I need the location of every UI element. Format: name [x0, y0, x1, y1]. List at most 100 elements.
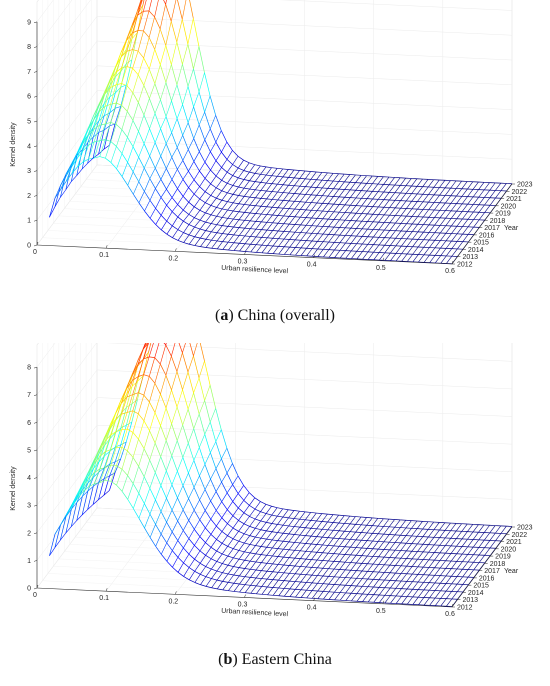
- surface-line-x: [344, 554, 351, 563]
- surface-line-x: [395, 596, 402, 604]
- surface-line-year: [238, 219, 245, 221]
- surface-line-year: [222, 241, 229, 243]
- surface-line-year: [126, 386, 133, 408]
- surface-line-x: [311, 559, 318, 568]
- surface-line-x: [418, 589, 425, 598]
- surface-line-x: [334, 242, 341, 251]
- surface-line-x: [115, 52, 122, 67]
- surface-line-x: [379, 595, 386, 603]
- surface-line-x: [232, 493, 239, 502]
- surface-line-year: [127, 111, 134, 121]
- surface-line-x: [384, 222, 391, 231]
- surface-line-year: [238, 531, 245, 535]
- surface-line-x: [205, 558, 212, 567]
- surface-line-x: [428, 194, 435, 203]
- surface-line-x: [98, 478, 105, 483]
- surface-line-x: [418, 597, 425, 605]
- surface-line-x: [132, 376, 139, 395]
- surface-line-x: [282, 525, 289, 534]
- surface-line-x: [362, 251, 369, 260]
- surface-line-year: [211, 578, 218, 581]
- surface-line-x: [440, 225, 446, 234]
- surface-line-x: [138, 191, 145, 204]
- surface-line-x: [395, 238, 402, 246]
- surface-line-year: [182, 160, 189, 172]
- surface-line-x: [322, 226, 329, 235]
- surface-line-x: [210, 160, 217, 171]
- surface-line-year: [216, 187, 222, 192]
- y-tick-label: 2022: [512, 189, 528, 196]
- surface-line-x: [87, 157, 94, 164]
- surface-line-x: [450, 203, 457, 212]
- surface-line-year: [266, 522, 272, 524]
- surface-line-x: [104, 96, 111, 104]
- surface-line-x: [171, 84, 178, 101]
- surface-line-x: [439, 187, 446, 196]
- surface-line-x: [305, 535, 312, 544]
- surface-line-x: [116, 153, 123, 169]
- surface-line-x: [450, 523, 457, 531]
- surface-line-x: [484, 189, 491, 198]
- surface-line-year: [160, 554, 168, 562]
- surface-line-x: [216, 581, 223, 590]
- surface-line-year: [204, 191, 211, 196]
- surface-line-x: [127, 171, 134, 186]
- surface-line-x: [372, 541, 379, 549]
- surface-line-year: [200, 573, 206, 578]
- surface-line-year: [272, 579, 279, 581]
- surface-line-x: [327, 196, 334, 204]
- surface-line-x: [88, 141, 95, 160]
- y-axis-label: Year: [504, 225, 519, 232]
- surface-line-x: [461, 181, 468, 189]
- surface-line-year: [182, 530, 190, 539]
- z-tick-label: 8: [27, 365, 31, 372]
- surface-line-year: [217, 240, 223, 242]
- surface-line-x: [394, 535, 401, 543]
- surface-line-x: [311, 590, 318, 599]
- surface-line-x: [115, 56, 122, 68]
- surface-line-x: [177, 160, 184, 170]
- surface-line-x: [120, 39, 127, 53]
- surface-line-year: [204, 400, 211, 423]
- surface-line-x: [166, 157, 173, 169]
- surface-line-year: [109, 446, 116, 465]
- surface-line-x: [484, 205, 491, 213]
- surface-line-x: [333, 181, 340, 189]
- surface-line-year: [132, 30, 139, 34]
- surface-line-year: [221, 543, 228, 547]
- surface-line-year: [143, 374, 150, 377]
- surface-line-x: [417, 216, 424, 225]
- surface-line-x: [373, 237, 380, 245]
- surface-line-x: [238, 512, 245, 521]
- surface-line-x: [300, 240, 307, 249]
- surface-line-year: [215, 141, 222, 153]
- axes: 0 0.1 0.2 0.3 0.4 0.5 0.6201220132014201520162…: [27, 365, 533, 618]
- surface-line-x: [193, 499, 200, 511]
- surface-line-x: [261, 237, 268, 246]
- surface-line-year: [278, 571, 284, 574]
- surface-line-x: [417, 574, 424, 583]
- surface-line-year: [188, 498, 195, 511]
- surface-line-x: [232, 156, 239, 165]
- surface-line-year: [211, 247, 218, 250]
- z-tick-label: 1: [27, 558, 31, 565]
- surface-line-x: [120, 441, 127, 446]
- surface-line-x: [372, 556, 379, 565]
- surface-line-x: [400, 565, 407, 574]
- surface-line-x: [188, 529, 195, 539]
- z-tick-mark: [33, 504, 38, 507]
- surface-line-x: [467, 531, 474, 540]
- surface-line-x: [350, 570, 357, 579]
- surface-line-x: [254, 182, 261, 190]
- surface-line-x: [221, 492, 228, 502]
- surface-line-x: [384, 245, 391, 253]
- surface-line-x: [221, 192, 228, 201]
- surface-line-year: [182, 485, 189, 499]
- surface-line-x: [467, 524, 474, 532]
- surface-line-x: [349, 524, 356, 532]
- surface-line-year: [188, 224, 195, 228]
- surface-line-year: [165, 470, 173, 485]
- surface-line-year: [221, 458, 228, 474]
- surface-line-year: [143, 394, 150, 403]
- x-tick-label: 0.3: [238, 259, 248, 266]
